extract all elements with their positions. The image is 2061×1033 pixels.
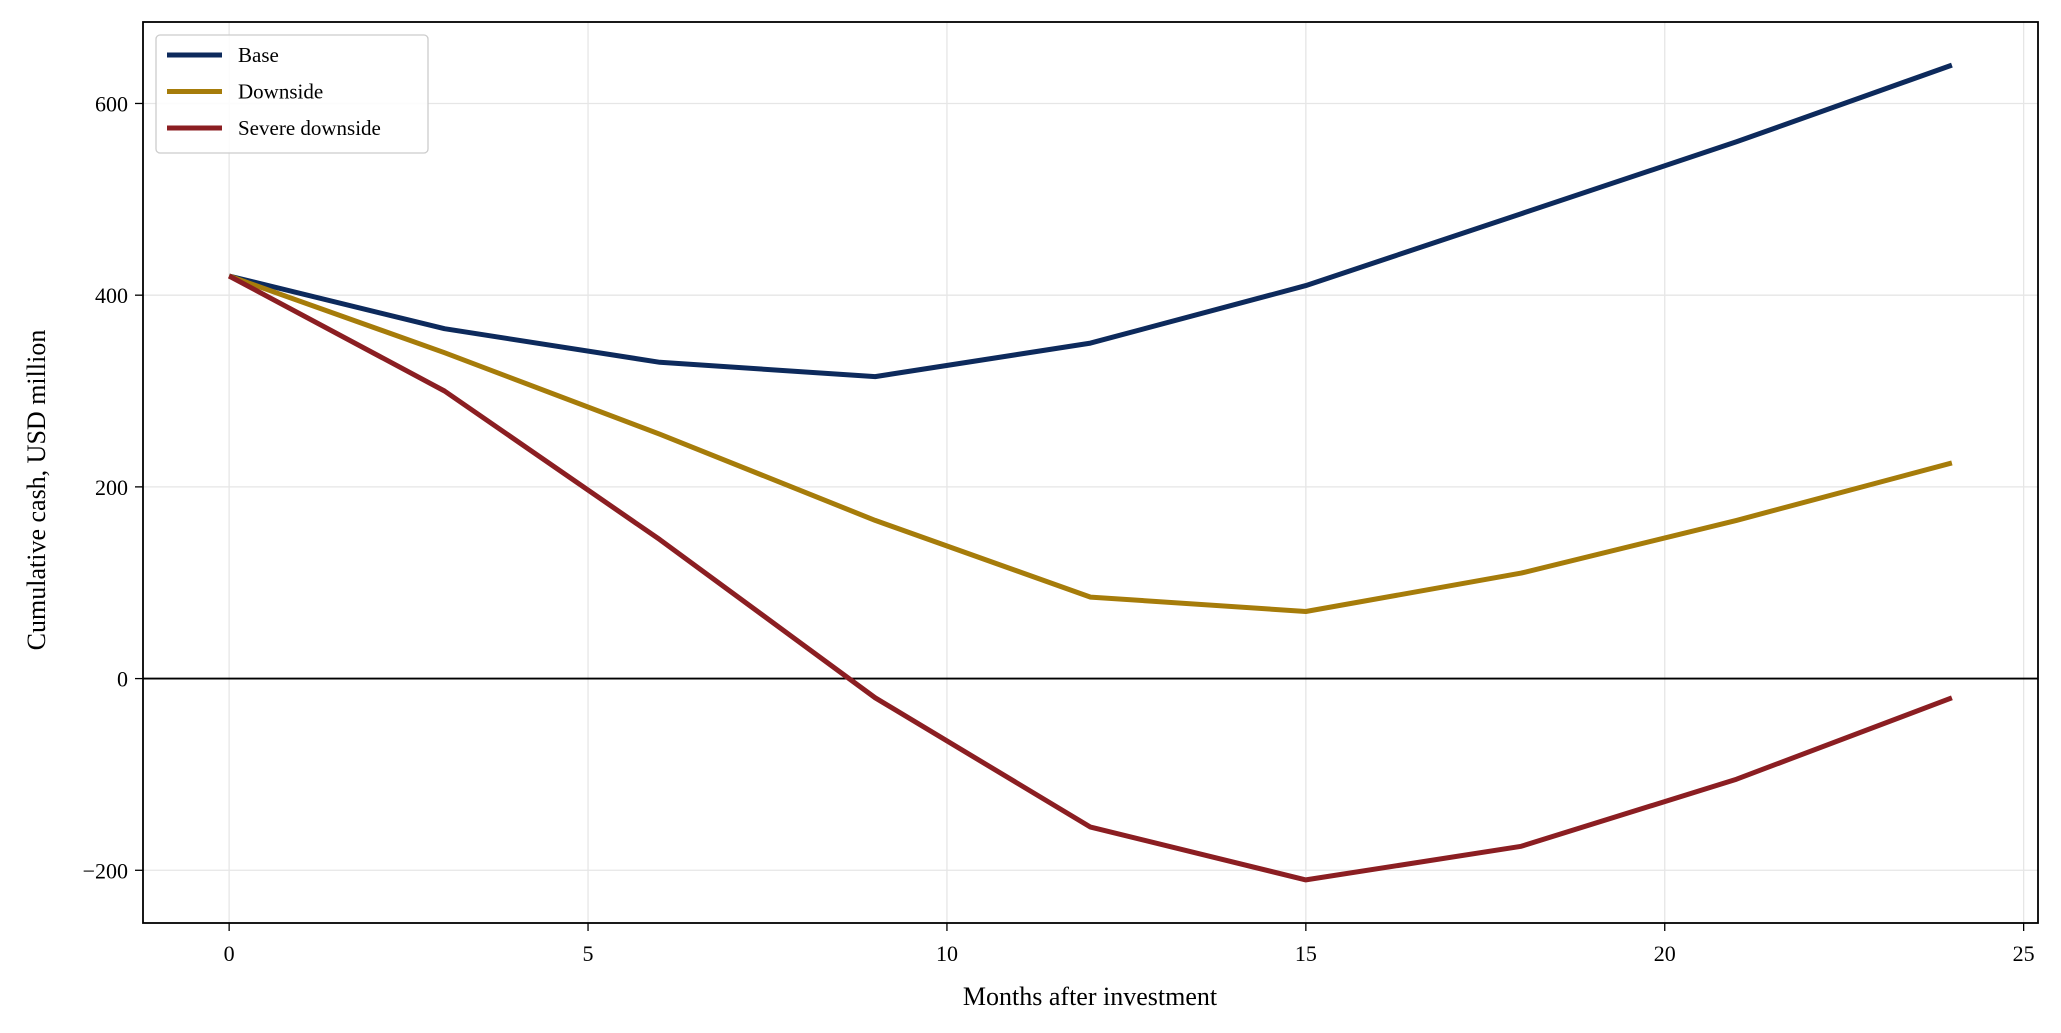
x-tick-label: 10 xyxy=(936,941,958,966)
series-line-downside xyxy=(228,273,1953,614)
x-tick-label: 25 xyxy=(2013,941,2035,966)
y-tick-label: 200 xyxy=(95,475,128,500)
x-tick-label: 0 xyxy=(224,941,235,966)
legend-label-downside: Downside xyxy=(238,80,323,104)
y-tick-label: 0 xyxy=(117,667,128,692)
x-axis-label: Months after investment xyxy=(963,982,1218,1011)
y-tick-label: 400 xyxy=(95,283,128,308)
x-tick-label: 20 xyxy=(1654,941,1676,966)
x-tick-label: 5 xyxy=(583,941,594,966)
plot-frame xyxy=(142,21,2039,924)
series-line-base xyxy=(228,62,1953,380)
series-line-severe-downside xyxy=(227,273,1953,883)
x-axis-ticks: 0 5 10 15 20 25 xyxy=(224,923,2035,966)
y-axis-label: Cumulative cash, USD million xyxy=(22,330,51,651)
x-tick-label: 15 xyxy=(1295,941,1317,966)
y-axis-ticks: −200 0 200 400 600 xyxy=(83,91,143,883)
legend: Base Downside Severe downside xyxy=(155,34,429,154)
legend-label-base: Base xyxy=(238,43,279,67)
y-tick-label: −200 xyxy=(83,858,128,883)
y-tick-label: 600 xyxy=(95,91,128,116)
legend-box xyxy=(155,34,429,154)
series-lines xyxy=(227,62,1953,883)
legend-items: Base Downside Severe downside xyxy=(167,43,381,140)
legend-label-severe-downside: Severe downside xyxy=(238,116,381,140)
